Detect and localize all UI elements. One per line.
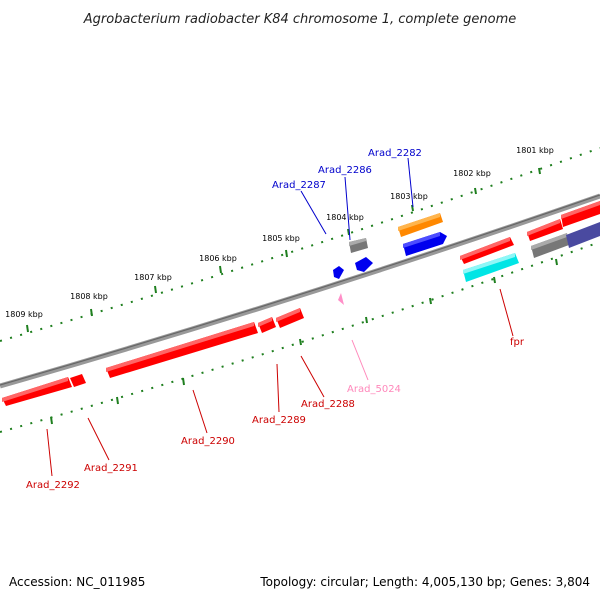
gene-arad-2290-highlight [106,322,254,372]
gene-arad-2282-highlight [398,213,440,231]
major-tick [538,167,541,175]
gene-fpr-highlight [463,253,515,274]
major-tick [474,187,477,195]
gene-arad-2287[interactable] [333,266,344,279]
major-tick [154,285,157,294]
gene-arad-2291[interactable] [70,374,86,387]
major-ticks-outer [26,167,541,333]
gene-blue-forward[interactable] [403,232,447,256]
gene-label-arad-2290: Arad_2290 [181,436,235,447]
gene-blue-forward-highlight [403,232,440,248]
major-tick [555,258,558,266]
tick-label: 1803 kbp [390,192,428,201]
tick-label: 1809 kbp [5,310,43,319]
gene-navy-right[interactable] [566,222,600,248]
gene-arad-5024[interactable] [338,293,344,305]
major-tick [365,316,368,324]
major-tick [90,308,93,317]
gene-label-arad-2288: Arad_2288 [301,399,355,410]
leader-arad-2290 [192,389,208,434]
tick-label: 1806 kbp [199,254,237,263]
gene-label-arad-2286: Arad_2286 [318,165,372,176]
major-tick [429,297,432,305]
tick-label: 1807 kbp [134,273,172,282]
tick-label: 1802 kbp [453,169,491,178]
gene-gray-right-highlight [531,233,567,250]
gene-label-arad-2282: Arad_2282 [368,148,422,159]
leader-arad-2286 [344,176,351,241]
major-tick [411,204,414,212]
gene-arad-2288-highlight [276,308,300,322]
gene-label-arad-2289: Arad_2289 [252,415,306,426]
tick-label: 1801 kbp [516,146,554,155]
leader-arad-2287 [300,190,327,235]
chromosome-backbone [0,193,600,389]
genome-summary-text: Topology: circular; Length: 4,005,130 bp… [259,575,590,589]
gene-arad-2286-highlight [349,238,366,246]
accession-text: Accession: NC_011985 [9,575,145,589]
gene-arad-2292-highlight [2,377,68,402]
gene-blue-small[interactable] [355,257,373,272]
leader-arad-2292 [46,428,53,477]
leader-arad-2288 [300,355,325,398]
major-tick [285,249,288,258]
gene-label-arad-5024: Arad_5024 [347,384,401,395]
major-tick [116,396,119,405]
gene-label-arad-2287: Arad_2287 [272,180,326,191]
gene-label-arad-2292: Arad_2292 [26,480,80,491]
gene-label-arad-2291: Arad_2291 [84,463,138,474]
leader-arad-2289 [276,363,280,413]
forward-strand-genes [333,201,600,282]
tick-label: 1804 kbp [326,213,364,222]
tick-label: 1808 kbp [70,292,108,301]
leader-arad-2282 [407,157,414,208]
major-ticks-inner [50,258,558,425]
major-tick [299,338,302,346]
major-tick [493,276,496,284]
gene-arad-2289-highlight [258,317,272,327]
label-leader-lines [46,157,514,477]
leader-arad-2291 [87,417,110,461]
major-tick [347,228,350,236]
reverse-strand-genes [2,293,344,406]
map-title: Agrobacterium radiobacter K84 chromosome… [83,12,516,27]
gene-red-right-2-highlight [561,201,600,219]
leader-fpr [499,288,514,337]
major-tick [219,265,222,274]
gene-label-fpr: fpr [510,337,525,348]
major-tick [182,377,185,386]
tick-label: 1805 kbp [262,234,300,243]
gene-red-forward-highlight [460,237,510,260]
gene-red-right-1-highlight [527,219,560,236]
chromosome-backbone-edge [0,194,600,386]
leader-arad-5024 [351,339,369,381]
major-tick [26,324,29,333]
major-tick [50,416,53,425]
